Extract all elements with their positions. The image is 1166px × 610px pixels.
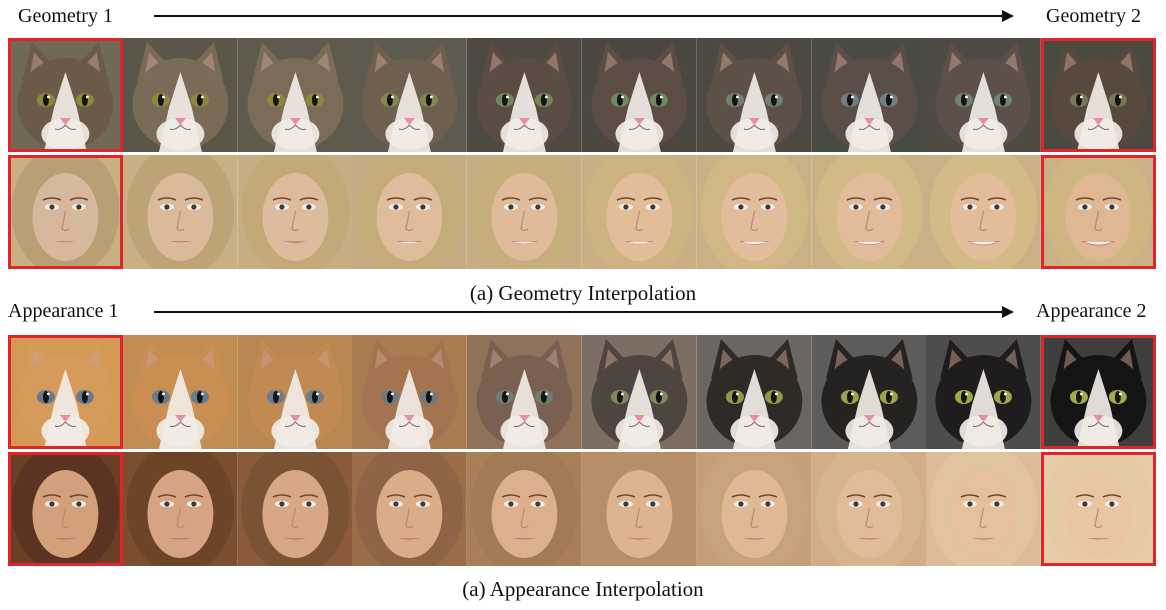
- face-image: [811, 452, 927, 566]
- cat-sample-1: [8, 38, 123, 152]
- appearance-1-label: Appearance 1: [8, 300, 119, 322]
- cat-image: [696, 38, 812, 152]
- cat-sample-2: [122, 38, 238, 152]
- cat-sample-7: [696, 38, 812, 152]
- appearance-cat-strip: [8, 335, 1156, 449]
- cat-sample-1: [8, 335, 123, 449]
- face-sample-7: [696, 452, 812, 566]
- face-sample-1: [8, 155, 123, 269]
- face-sample-2: [122, 452, 238, 566]
- face-image: [696, 155, 812, 269]
- face-sample-9: [926, 452, 1042, 566]
- cat-sample-5: [467, 38, 582, 152]
- cat-sample-3: [237, 335, 353, 449]
- face-image: [1041, 452, 1156, 566]
- cat-image: [696, 335, 812, 449]
- cat-sample-8: [811, 38, 927, 152]
- face-image: [811, 155, 927, 269]
- cat-image: [926, 335, 1042, 449]
- face-image: [926, 155, 1042, 269]
- face-image: [581, 452, 697, 566]
- face-sample-8: [811, 452, 927, 566]
- cat-sample-6: [581, 335, 697, 449]
- appearance-caption: (a) Appearance Interpolation: [462, 577, 704, 601]
- cat-sample-9: [926, 38, 1042, 152]
- appearance-face-strip: [8, 452, 1156, 566]
- face-image: [122, 155, 238, 269]
- face-image: [122, 452, 238, 566]
- geometry-arrow: [154, 10, 1014, 22]
- cat-sample-8: [811, 335, 927, 449]
- face-sample-6: [581, 155, 697, 269]
- cat-image: [122, 38, 238, 152]
- face-sample-5: [467, 155, 582, 269]
- geometry-caption: (a) Geometry Interpolation: [469, 281, 697, 305]
- face-sample-8: [811, 155, 927, 269]
- cat-sample-5: [467, 335, 582, 449]
- cat-image: [1041, 38, 1156, 152]
- geometry-face-strip: [8, 155, 1156, 269]
- cat-sample-3: [237, 38, 353, 152]
- face-image: [1041, 155, 1156, 269]
- cat-image: [122, 335, 238, 449]
- cat-image: [811, 335, 927, 449]
- face-sample-4: [352, 452, 468, 566]
- appearance-arrow: [154, 306, 1014, 318]
- face-sample-10: [1041, 452, 1156, 566]
- cat-image: [8, 38, 123, 152]
- face-image: [8, 155, 123, 269]
- cat-image: [237, 38, 353, 152]
- cat-sample-10: [1041, 38, 1156, 152]
- face-sample-10: [1041, 155, 1156, 269]
- cat-sample-4: [352, 335, 468, 449]
- cat-sample-2: [122, 335, 238, 449]
- face-sample-4: [352, 155, 468, 269]
- face-sample-5: [467, 452, 582, 566]
- face-sample-6: [581, 452, 697, 566]
- appearance-2-label: Appearance 2: [1036, 300, 1147, 322]
- geometry-2-label: Geometry 2: [1046, 5, 1141, 27]
- cat-image: [581, 38, 697, 152]
- cat-sample-6: [581, 38, 697, 152]
- cat-image: [8, 335, 123, 449]
- cat-sample-7: [696, 335, 812, 449]
- face-sample-3: [237, 452, 353, 566]
- geometry-1-label: Geometry 1: [18, 5, 113, 27]
- face-image: [352, 155, 468, 269]
- face-image: [581, 155, 697, 269]
- cat-image: [467, 38, 582, 152]
- face-image: [352, 452, 468, 566]
- face-image: [467, 155, 582, 269]
- face-sample-9: [926, 155, 1042, 269]
- cat-image: [237, 335, 353, 449]
- face-image: [8, 452, 123, 566]
- face-sample-7: [696, 155, 812, 269]
- cat-sample-10: [1041, 335, 1156, 449]
- face-sample-3: [237, 155, 353, 269]
- face-sample-2: [122, 155, 238, 269]
- face-image: [467, 452, 582, 566]
- face-image: [696, 452, 812, 566]
- cat-image: [352, 38, 468, 152]
- cat-image: [926, 38, 1042, 152]
- face-image: [926, 452, 1042, 566]
- face-image: [237, 155, 353, 269]
- cat-image: [467, 335, 582, 449]
- face-sample-1: [8, 452, 123, 566]
- geometry-cat-strip: [8, 38, 1156, 152]
- cat-image: [1041, 335, 1156, 449]
- face-image: [237, 452, 353, 566]
- cat-image: [811, 38, 927, 152]
- cat-image: [581, 335, 697, 449]
- cat-sample-4: [352, 38, 468, 152]
- cat-image: [352, 335, 468, 449]
- cat-sample-9: [926, 335, 1042, 449]
